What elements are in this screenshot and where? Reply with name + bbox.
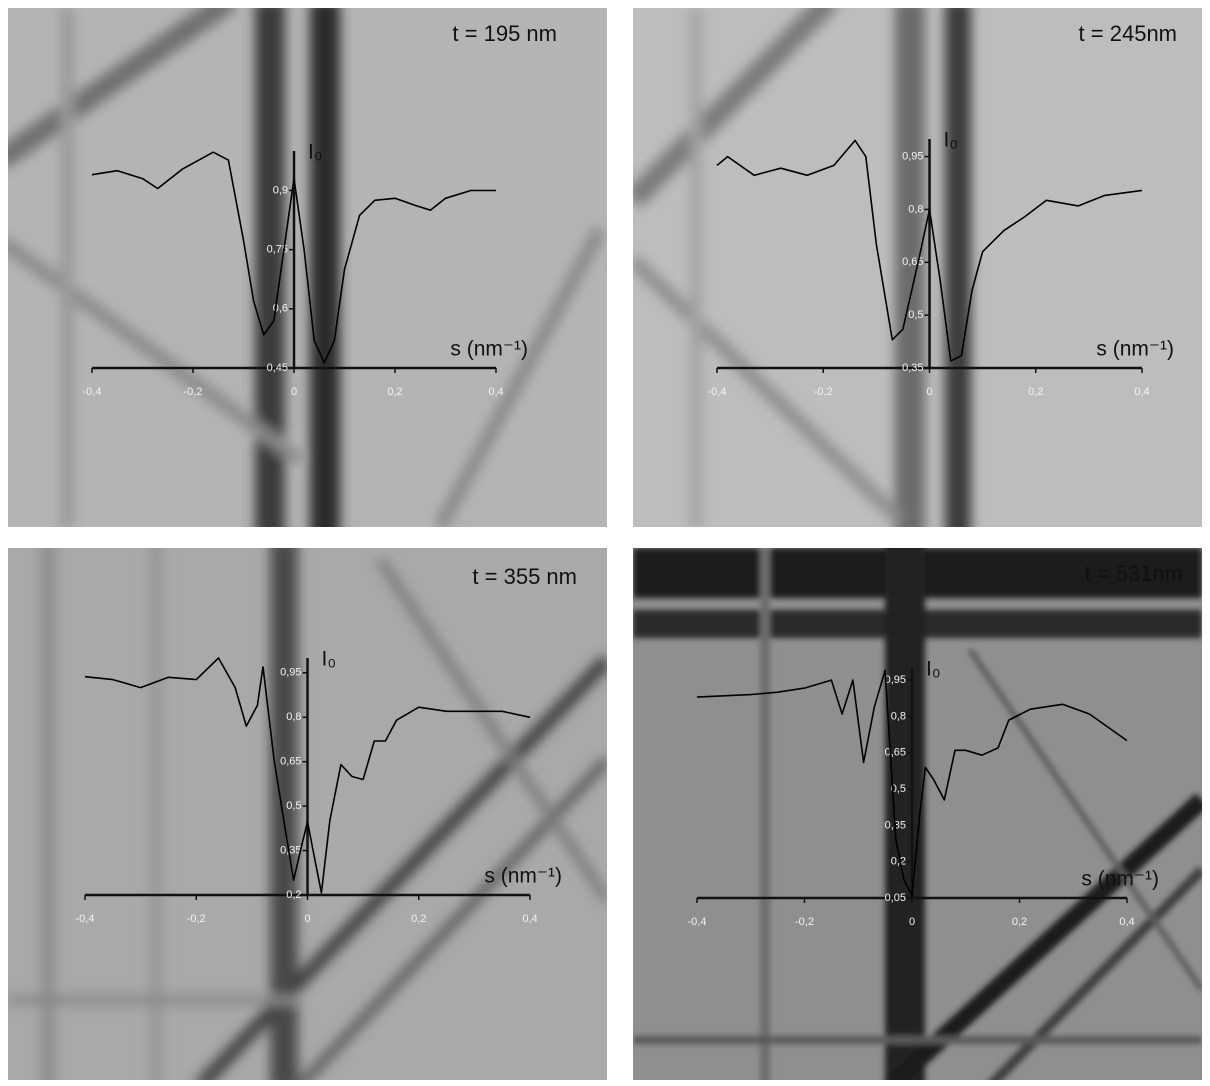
x-axis-label: s (nm⁻¹) <box>1096 338 1174 361</box>
y-axis-label: I₀ <box>308 141 323 164</box>
x-tick-label: 0,4 <box>1134 386 1149 398</box>
y-tick-label: 0,65 <box>280 756 301 768</box>
data-line <box>84 657 531 894</box>
data-line <box>91 151 496 364</box>
y-tick-label: 0,2 <box>891 856 906 868</box>
x-tick-label: -0,4 <box>688 916 707 928</box>
y-tick-label: 0,95 <box>902 151 923 163</box>
y-axis-label: I₀ <box>322 648 337 671</box>
x-tick-label: 0,4 <box>488 386 503 398</box>
y-axis-label: I₀ <box>944 129 959 152</box>
x-tick-label: 0 <box>909 916 915 928</box>
x-tick-label: 0,2 <box>411 913 426 925</box>
y-tick-label: 0,2 <box>286 889 301 901</box>
background-1 <box>8 8 607 527</box>
y-axis-label: I₀ <box>926 658 941 681</box>
data-line <box>716 139 1143 362</box>
y-tick-label: 0,95 <box>885 674 906 686</box>
x-tick-label: 0,4 <box>522 913 537 925</box>
x-tick-label: -0,4 <box>708 386 727 398</box>
x-tick-label: 0 <box>291 386 297 398</box>
y-tick-label: 0,5 <box>891 783 906 795</box>
x-tick-label: -0,4 <box>76 913 95 925</box>
x-axis-label: s (nm⁻¹) <box>1081 868 1159 891</box>
x-tick-label: 0,4 <box>1119 916 1134 928</box>
x-tick-label: -0,2 <box>814 386 833 398</box>
x-tick-label: 0,2 <box>387 386 402 398</box>
x-tick-label: -0,2 <box>795 916 814 928</box>
y-tick-label: 0,8 <box>908 203 923 215</box>
background-4 <box>633 548 1202 1080</box>
x-tick-label: -0,2 <box>187 913 206 925</box>
y-tick-label: 0,8 <box>891 710 906 722</box>
y-tick-label: 0,65 <box>885 747 906 759</box>
panel-title: t = 245nm <box>1079 21 1177 46</box>
y-tick-label: 0,8 <box>286 711 301 723</box>
data-line <box>696 669 1128 897</box>
panel-title: t = 195 nm <box>452 21 557 46</box>
panel-title: t = 355 nm <box>472 564 577 589</box>
y-tick-label: 0,5 <box>908 309 923 321</box>
x-tick-label: -0,2 <box>184 386 203 398</box>
y-tick-label: 0,35 <box>280 844 301 856</box>
x-tick-label: 0,2 <box>1012 916 1027 928</box>
x-tick-label: 0 <box>304 913 310 925</box>
panel-title: t = 531nm <box>1085 561 1183 586</box>
y-tick-label: 0,65 <box>902 256 923 268</box>
y-tick-label: 0,9 <box>273 184 288 196</box>
background-2 <box>633 8 1202 527</box>
y-tick-label: 0,35 <box>902 362 923 374</box>
y-tick-label: 0,45 <box>267 362 288 374</box>
x-axis-label: s (nm⁻¹) <box>450 338 528 361</box>
y-tick-label: 0,5 <box>286 800 301 812</box>
x-tick-label: 0 <box>926 386 932 398</box>
y-tick-label: 0,75 <box>267 244 288 256</box>
y-tick-label: 0,95 <box>280 667 301 679</box>
x-tick-label: 0,2 <box>1028 386 1043 398</box>
x-tick-label: -0,4 <box>83 386 102 398</box>
y-tick-label: 0,05 <box>885 892 906 904</box>
x-axis-label: s (nm⁻¹) <box>484 865 562 888</box>
